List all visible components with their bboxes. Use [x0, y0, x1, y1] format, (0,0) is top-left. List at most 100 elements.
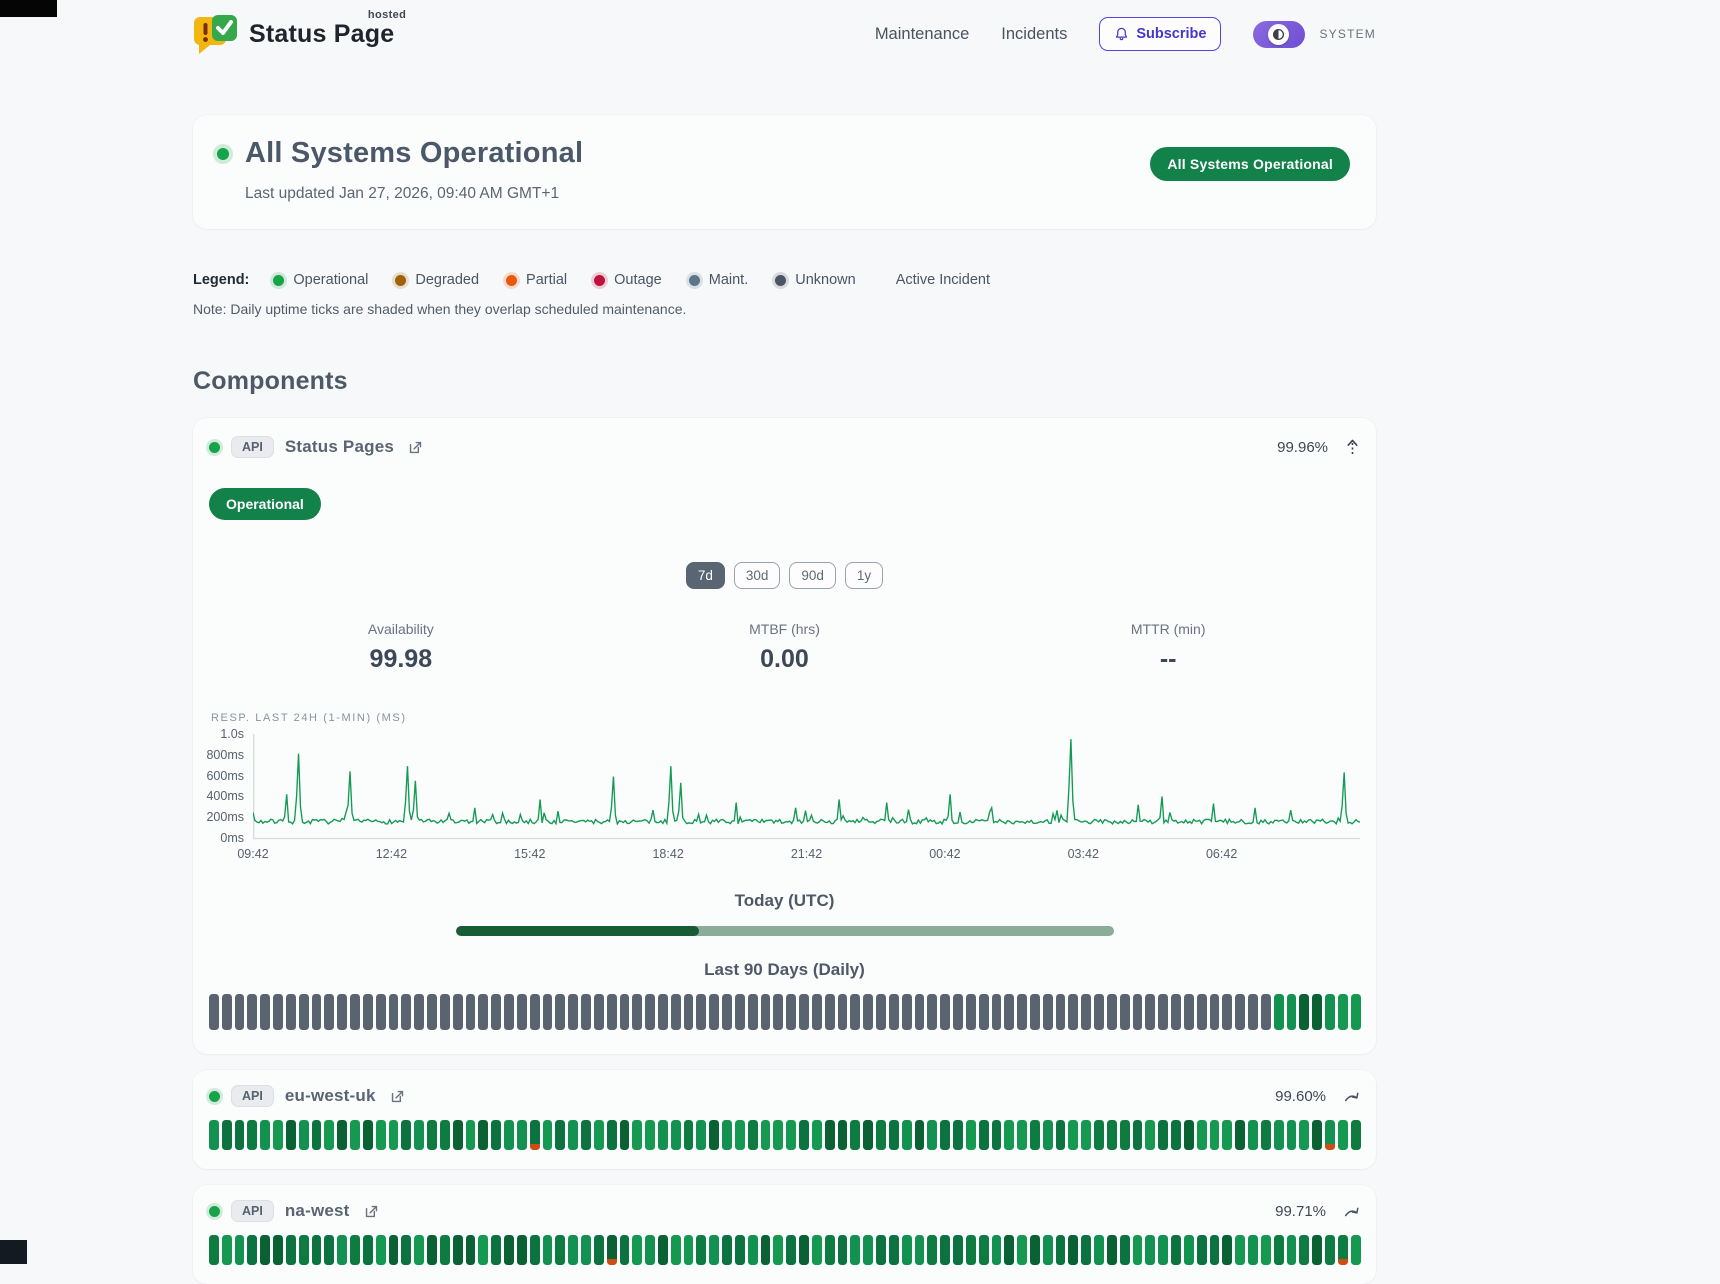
- uptime-tick[interactable]: [1132, 994, 1143, 1030]
- uptime-tick[interactable]: [927, 1120, 938, 1150]
- uptime-tick[interactable]: [1312, 1235, 1323, 1265]
- uptime-tick[interactable]: [1273, 1120, 1284, 1150]
- uptime-tick[interactable]: [978, 1120, 989, 1150]
- uptime-tick[interactable]: [657, 1120, 668, 1150]
- range-button-90d[interactable]: 90d: [789, 562, 836, 589]
- uptime-tick[interactable]: [786, 994, 797, 1030]
- uptime-tick[interactable]: [401, 994, 412, 1030]
- uptime-tick[interactable]: [965, 994, 976, 1030]
- uptime-tick[interactable]: [593, 994, 604, 1030]
- uptime-tick[interactable]: [722, 1235, 732, 1265]
- uptime-tick[interactable]: [568, 994, 579, 1030]
- uptime-tick[interactable]: [632, 1120, 643, 1150]
- uptime-tick[interactable]: [221, 1120, 232, 1150]
- uptime-tick[interactable]: [734, 1235, 745, 1265]
- uptime-tick[interactable]: [1068, 994, 1079, 1030]
- range-button-7d[interactable]: 7d: [685, 562, 725, 589]
- uptime-tick[interactable]: [465, 1235, 476, 1265]
- uptime-tick[interactable]: [683, 1235, 694, 1265]
- uptime-tick[interactable]: [1196, 1235, 1207, 1265]
- uptime-tick[interactable]: [978, 1235, 989, 1265]
- uptime-tick[interactable]: [491, 1235, 502, 1265]
- uptime-tick[interactable]: [529, 994, 540, 1030]
- uptime-tick[interactable]: [516, 1120, 527, 1150]
- uptime-tick[interactable]: [722, 1120, 732, 1150]
- uptime-tick[interactable]: [670, 1235, 681, 1265]
- uptime-tick[interactable]: [1260, 994, 1271, 1030]
- uptime-tick[interactable]: [1132, 1120, 1143, 1150]
- uptime-tick[interactable]: [965, 1120, 976, 1150]
- uptime-tick[interactable]: [568, 1235, 579, 1265]
- uptime-tick[interactable]: [953, 1235, 963, 1265]
- uptime-tick[interactable]: [247, 1120, 258, 1150]
- uptime-tick[interactable]: [311, 994, 322, 1030]
- uptime-tick[interactable]: [1235, 994, 1246, 1030]
- uptime-tick[interactable]: [247, 1235, 258, 1265]
- external-link-icon[interactable]: [363, 1203, 380, 1220]
- uptime-tick[interactable]: [606, 1235, 617, 1265]
- uptime-tick[interactable]: [876, 1120, 886, 1150]
- uptime-tick[interactable]: [760, 1120, 771, 1150]
- uptime-tick[interactable]: [478, 1120, 489, 1150]
- uptime-tick[interactable]: [1158, 994, 1169, 1030]
- uptime-tick[interactable]: [914, 1120, 925, 1150]
- uptime-tick[interactable]: [555, 1235, 566, 1265]
- uptime-tick[interactable]: [465, 1120, 476, 1150]
- uptime-tick[interactable]: [1209, 1120, 1220, 1150]
- uptime-tick[interactable]: [362, 1120, 373, 1150]
- uptime-tick[interactable]: [298, 1235, 309, 1265]
- uptime-tick[interactable]: [1248, 994, 1258, 1030]
- uptime-tick[interactable]: [927, 1235, 938, 1265]
- uptime-tick[interactable]: [362, 994, 373, 1030]
- uptime-tick[interactable]: [709, 1235, 720, 1265]
- uptime-tick[interactable]: [734, 1120, 745, 1150]
- uptime-tick[interactable]: [683, 994, 694, 1030]
- uptime-tick[interactable]: [1004, 994, 1015, 1030]
- theme-toggle[interactable]: [1253, 20, 1306, 48]
- uptime-tick[interactable]: [1119, 994, 1130, 1030]
- nav-link-maintenance[interactable]: Maintenance: [874, 24, 970, 43]
- uptime-tick[interactable]: [221, 1235, 232, 1265]
- uptime-tick[interactable]: [1350, 1235, 1361, 1265]
- uptime-tick[interactable]: [811, 1235, 822, 1265]
- range-button-30d[interactable]: 30d: [733, 562, 781, 589]
- uptime-tick[interactable]: [1106, 994, 1117, 1030]
- uptime-tick[interactable]: [1081, 1235, 1092, 1265]
- uptime-tick[interactable]: [1209, 1235, 1220, 1265]
- uptime-tick[interactable]: [1325, 1235, 1335, 1265]
- uptime-tick[interactable]: [388, 994, 399, 1030]
- uptime-tick[interactable]: [529, 1120, 540, 1150]
- uptime-tick[interactable]: [978, 994, 989, 1030]
- uptime-tick[interactable]: [1260, 1235, 1271, 1265]
- uptime-tick[interactable]: [1171, 1120, 1181, 1150]
- uptime-tick[interactable]: [1273, 994, 1284, 1030]
- uptime-tick[interactable]: [1145, 994, 1156, 1030]
- uptime-tick[interactable]: [337, 1235, 348, 1265]
- uptime-tick[interactable]: [1094, 1235, 1104, 1265]
- uptime-tick[interactable]: [632, 1235, 643, 1265]
- uptime-tick[interactable]: [901, 1235, 912, 1265]
- uptime-tick[interactable]: [1337, 1120, 1348, 1150]
- uptime-tick[interactable]: [940, 1120, 951, 1150]
- uptime-tick[interactable]: [786, 1235, 797, 1265]
- uptime-tick[interactable]: [747, 1120, 758, 1150]
- uptime-tick[interactable]: [337, 994, 348, 1030]
- uptime-tick[interactable]: [542, 1120, 553, 1150]
- uptime-tick[interactable]: [1145, 1120, 1156, 1150]
- brand[interactable]: hosted Status Page: [193, 9, 406, 55]
- range-button-1y[interactable]: 1y: [844, 562, 884, 589]
- uptime-tick[interactable]: [1145, 1235, 1156, 1265]
- uptime-tick[interactable]: [260, 1235, 271, 1265]
- uptime-tick[interactable]: [1030, 994, 1040, 1030]
- history-tick-bar[interactable]: [209, 1235, 1361, 1265]
- uptime-tick[interactable]: [1017, 994, 1027, 1030]
- uptime-tick[interactable]: [657, 1235, 668, 1265]
- uptime-tick[interactable]: [1350, 1120, 1361, 1150]
- uptime-tick[interactable]: [1286, 1120, 1297, 1150]
- uptime-tick[interactable]: [888, 994, 899, 1030]
- uptime-tick[interactable]: [1042, 1120, 1053, 1150]
- uptime-tick[interactable]: [991, 994, 1002, 1030]
- expand-icon[interactable]: [1343, 1204, 1360, 1219]
- external-link-icon[interactable]: [407, 439, 424, 456]
- uptime-tick[interactable]: [1183, 1120, 1194, 1150]
